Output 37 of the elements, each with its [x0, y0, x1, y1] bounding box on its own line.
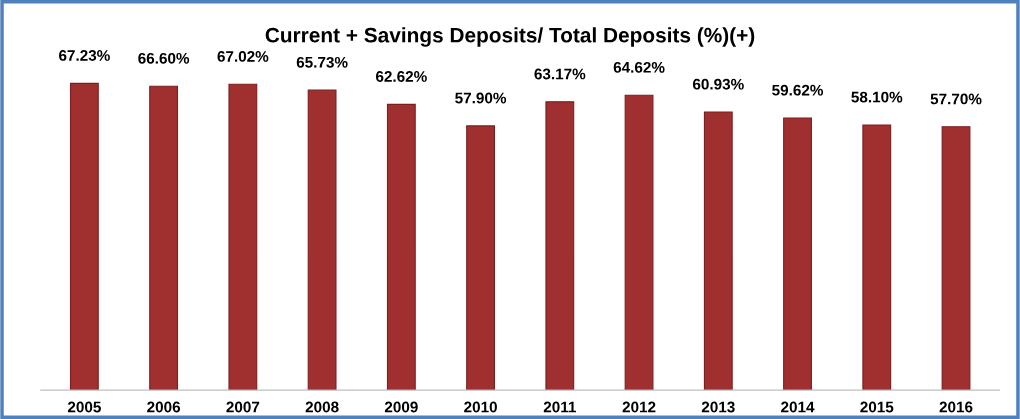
- data-label: 62.62%: [375, 71, 427, 82]
- bar: [703, 111, 733, 391]
- bar: [941, 126, 971, 391]
- data-label: 67.02%: [217, 51, 269, 62]
- data-label: 58.10%: [851, 91, 903, 103]
- bar: [624, 94, 654, 391]
- data-label: 64.62%: [613, 61, 665, 73]
- x-tick-label: 2010: [464, 401, 497, 413]
- bar: [783, 117, 812, 391]
- x-tick-label: 2006: [147, 401, 181, 413]
- x-tick-label: 2009: [384, 401, 418, 413]
- bar: [386, 103, 416, 391]
- data-label: 66.60%: [138, 52, 190, 64]
- data-label: 57.90%: [455, 92, 507, 104]
- bar: [307, 89, 337, 391]
- x-tick-label: 2005: [67, 401, 101, 413]
- bar: [545, 101, 575, 391]
- bar: [69, 82, 99, 391]
- bar: [149, 85, 179, 391]
- x-tick-label: 2014: [781, 401, 815, 413]
- x-tick-label: 2016: [939, 401, 973, 413]
- chart-title: Current + Savings Deposits/ Total Deposits (%)(+): [265, 27, 755, 47]
- x-tick-label: 2011: [543, 401, 576, 413]
- bar: [862, 124, 892, 391]
- x-tick-label: 2012: [622, 401, 656, 413]
- data-label: 57.70%: [930, 93, 982, 105]
- data-label: 60.93%: [692, 78, 744, 90]
- data-label: 65.73%: [296, 56, 348, 68]
- data-label: 67.23%: [59, 50, 110, 61]
- x-tick-label: 2013: [701, 401, 735, 413]
- x-tick-label: 2007: [226, 401, 260, 413]
- x-tick-label: 2015: [860, 401, 894, 413]
- data-label: 63.17%: [534, 68, 586, 80]
- bar: [466, 125, 496, 391]
- x-tick-label: 2008: [305, 401, 339, 413]
- data-label: 59.62%: [772, 84, 824, 96]
- bar: [228, 83, 258, 391]
